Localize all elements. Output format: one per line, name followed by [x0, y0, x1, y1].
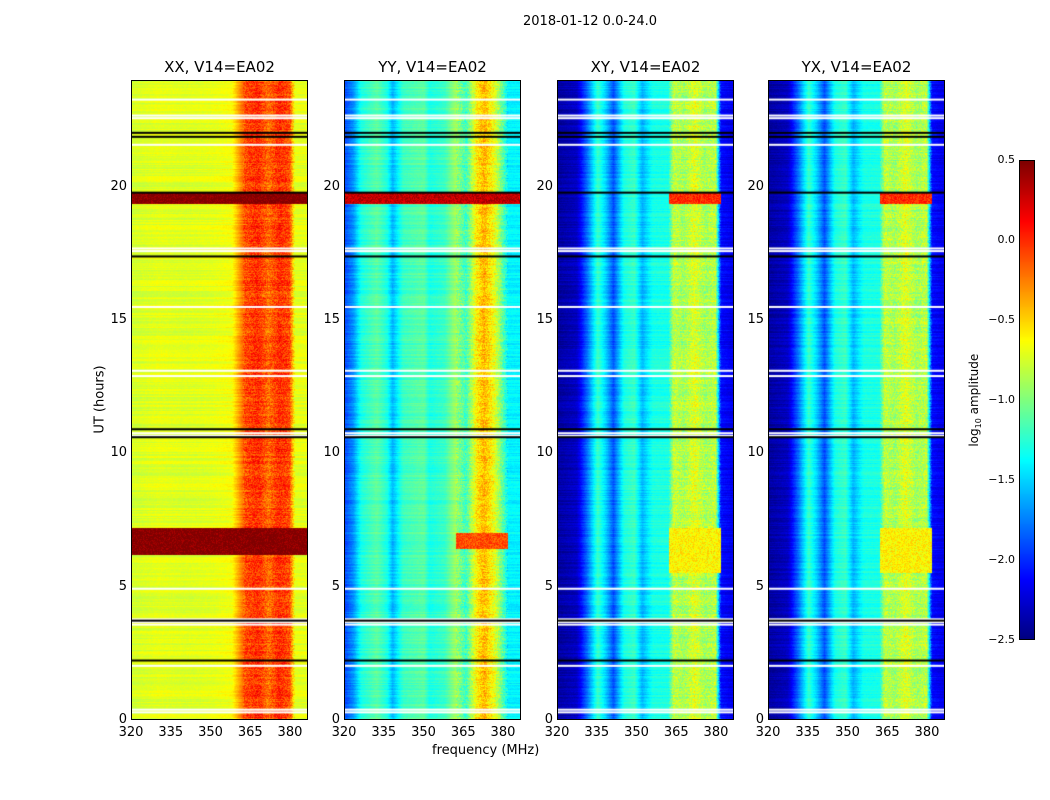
- y-tick-label: 5: [331, 578, 340, 594]
- x-tick-label: 350: [411, 725, 436, 740]
- colorbar-tick-label: −1.5: [988, 473, 1015, 486]
- colorbar-tick-label: −1.0: [988, 393, 1015, 406]
- y-tick-label: 20: [747, 178, 764, 194]
- y-tick-label: 15: [536, 312, 553, 327]
- y-tick-label: 15: [323, 312, 340, 327]
- x-tick-label: 350: [198, 725, 223, 740]
- colorbar-tick-label: −0.5: [988, 313, 1015, 326]
- x-tick-label: 320: [755, 725, 781, 740]
- heatmap-panel: [557, 80, 734, 720]
- y-tick-label: 15: [747, 312, 764, 327]
- colorbar-label-suffix: amplitude: [966, 353, 981, 419]
- y-tick-label: 10: [110, 445, 127, 461]
- y-tick-label: 5: [118, 578, 127, 594]
- y-tick-label: 10: [536, 445, 553, 461]
- heatmap-panel: [768, 80, 945, 720]
- y-tick-label: 0: [755, 712, 764, 727]
- heatmap-image: [132, 81, 307, 719]
- x-tick-label: 320: [331, 725, 357, 740]
- colorbar: [1019, 160, 1035, 640]
- y-tick-label: 20: [536, 178, 553, 194]
- heatmap-image: [769, 81, 944, 719]
- x-tick-label: 320: [118, 725, 144, 740]
- y-tick-label: 20: [110, 178, 127, 194]
- y-tick-label: 15: [110, 312, 127, 327]
- y-tick-label: 10: [323, 445, 340, 461]
- colorbar-tick-label: −2.0: [988, 553, 1015, 566]
- x-tick-label: 365: [874, 725, 900, 740]
- x-tick-label: 335: [158, 725, 184, 740]
- panel-title: XX, V14=EA02: [164, 58, 275, 76]
- heatmap-image: [345, 81, 520, 719]
- heatmap-panel: [344, 80, 521, 720]
- colorbar-tick-label: 0.0: [997, 233, 1016, 246]
- x-tick-label: 380: [490, 725, 516, 740]
- heatmap-panel: [131, 80, 308, 720]
- y-tick-label: 0: [118, 712, 127, 727]
- panel-title: XY, V14=EA02: [590, 58, 701, 76]
- colorbar-label-sub: 10: [974, 418, 984, 429]
- x-axis-label: frequency (MHz): [432, 743, 540, 758]
- heatmap-image: [558, 81, 733, 719]
- y-axis-label: UT (hours): [92, 365, 108, 434]
- panel-title: YY, V14=EA02: [378, 58, 487, 76]
- x-tick-label: 365: [237, 725, 263, 740]
- y-tick-label: 20: [323, 178, 340, 194]
- x-tick-label: 350: [835, 725, 860, 740]
- x-tick-label: 380: [277, 725, 303, 740]
- x-tick-label: 350: [624, 725, 649, 740]
- colorbar-label-prefix: log: [966, 428, 981, 447]
- y-tick-label: 0: [331, 712, 340, 727]
- y-tick-label: 10: [747, 445, 764, 461]
- y-tick-label: 5: [755, 578, 764, 594]
- x-tick-label: 335: [584, 725, 610, 740]
- x-tick-label: 380: [914, 725, 940, 740]
- panel-title: YX, V14=EA02: [801, 58, 912, 76]
- figure-title: 2018-01-12 0.0-24.0: [523, 14, 657, 29]
- x-tick-label: 365: [450, 725, 476, 740]
- colorbar-tick-label: −2.5: [988, 633, 1015, 646]
- x-tick-label: 380: [703, 725, 729, 740]
- y-tick-label: 5: [544, 578, 553, 594]
- x-tick-label: 320: [544, 725, 570, 740]
- x-tick-label: 365: [663, 725, 689, 740]
- x-tick-label: 335: [795, 725, 821, 740]
- y-tick-label: 0: [544, 712, 553, 727]
- colorbar-tick-label: 0.5: [997, 153, 1016, 166]
- x-tick-label: 335: [371, 725, 397, 740]
